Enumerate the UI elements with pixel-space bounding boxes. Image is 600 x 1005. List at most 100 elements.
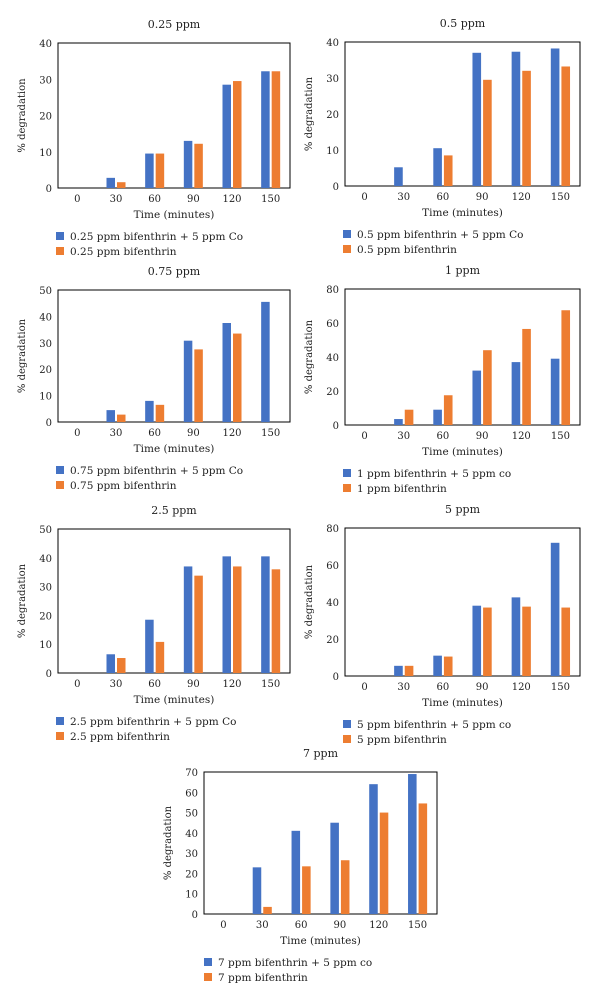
chart-panel-1: 0.25 ppm 0 10 20 30 40 % degradation 0 30 60 90 120…: [17, 18, 291, 258]
chart-panel-2: 0.5 ppm 0 10 20 30 40 % degradation 0 30 60 90 120 1…: [304, 17, 581, 256]
y-tick-label: 30: [326, 74, 339, 85]
x-tick-label: 90: [476, 682, 489, 693]
bar-co-120: [369, 784, 378, 914]
bar-co-60: [433, 655, 442, 676]
x-tick-label: 0: [361, 192, 367, 203]
y-tick-label: 10: [39, 392, 52, 403]
x-tick-label: 90: [334, 920, 347, 931]
y-tick-label: 0: [46, 184, 52, 195]
bar-co-90: [183, 566, 193, 673]
bar-plain-30: [117, 414, 126, 422]
x-tick-label: 120: [222, 679, 241, 690]
bar-plain-120: [233, 333, 242, 422]
y-tick-label: 80: [326, 285, 339, 296]
y-tick-label: 40: [326, 353, 339, 364]
y-tick-label: 0: [333, 672, 339, 683]
chart-title: 0.75 ppm: [148, 265, 201, 278]
x-tick-label: 60: [437, 682, 450, 693]
bar-plain-60: [155, 153, 165, 188]
legend-label: 2.5 ppm bifenthrin: [70, 731, 170, 743]
legend-swatch: [204, 958, 212, 966]
legend-label: 0.5 ppm bifenthrin: [357, 244, 457, 256]
y-tick-label: 50: [39, 525, 52, 536]
legend-swatch: [343, 469, 351, 477]
y-tick-label: 50: [185, 809, 198, 820]
bar-co-150: [261, 301, 270, 422]
x-tick-label: 60: [295, 920, 308, 931]
x-tick-label: 150: [551, 431, 570, 442]
legend-swatch: [56, 481, 64, 489]
bar-plain-30: [404, 665, 414, 676]
bar-co-30: [394, 665, 403, 676]
legend-swatch: [343, 230, 351, 238]
legend-label: 0.75 ppm bifenthrin + 5 ppm Co: [70, 465, 243, 477]
x-axis-label: Time (minutes): [422, 207, 503, 219]
bar-plain-150: [271, 569, 281, 673]
plot-frame: [344, 288, 581, 426]
y-tick-label: 0: [192, 910, 198, 921]
y-tick-label: 60: [326, 561, 339, 572]
bar-plain-120: [522, 70, 531, 186]
x-tick-label: 0: [74, 194, 80, 205]
x-tick-label: 120: [512, 431, 531, 442]
bar-co-30: [394, 419, 403, 425]
x-axis-label: Time (minutes): [134, 209, 215, 221]
legend-swatch: [56, 247, 64, 255]
x-axis-label: Time (minutes): [134, 694, 215, 706]
y-tick-label: 30: [39, 339, 52, 350]
bar-plain-60: [443, 155, 453, 186]
y-tick-label: 70: [185, 768, 198, 779]
x-tick-label: 30: [110, 679, 123, 690]
bar-plain-90: [194, 349, 203, 422]
plot-frame: [57, 528, 291, 674]
legend-label: 0.25 ppm bifenthrin: [70, 246, 177, 258]
bar-co-120: [511, 51, 521, 186]
x-tick-label: 0: [361, 431, 367, 442]
x-axis-label: Time (minutes): [134, 443, 215, 455]
y-tick-label: 40: [326, 38, 339, 49]
x-tick-label: 90: [187, 194, 200, 205]
bar-co-60: [433, 148, 442, 186]
bar-plain-30: [117, 182, 126, 188]
bar-co-90: [330, 822, 339, 914]
bar-co-30: [252, 867, 262, 914]
bar-plain-60: [155, 641, 165, 673]
bar-plain-120: [379, 812, 389, 914]
y-tick-label: 0: [333, 182, 339, 193]
bar-plain-90: [194, 143, 203, 188]
x-axis-label: Time (minutes): [422, 446, 503, 458]
bar-co-30: [106, 654, 115, 673]
y-tick-label: 20: [39, 611, 52, 622]
x-tick-label: 120: [369, 920, 388, 931]
legend-swatch: [56, 466, 64, 474]
chart-panel-7: 7 ppm 0 10 20 30 40 50 60 70 % degradation 0 30 60 90…: [163, 747, 438, 984]
y-axis-label: % degradation: [17, 563, 28, 638]
x-tick-label: 0: [220, 920, 226, 931]
bar-co-30: [106, 410, 115, 422]
chart-panel-5: 2.5 ppm 0 10 20 30 40 50 % degradation 0 30 60 90 12…: [17, 504, 291, 743]
legend-swatch: [56, 732, 64, 740]
x-tick-label: 150: [261, 428, 280, 439]
bar-plain-90: [340, 860, 350, 914]
legend-swatch: [56, 232, 64, 240]
chart-panel-6: 5 ppm 0 20 40 60 80 % degradation 0 30 60 90 120 150…: [304, 503, 581, 746]
bar-co-60: [433, 409, 442, 425]
y-tick-label: 10: [39, 148, 52, 159]
y-tick-label: 10: [39, 640, 52, 651]
y-tick-label: 30: [39, 75, 52, 86]
bar-co-90: [183, 140, 193, 188]
legend-label: 5 ppm bifenthrin + 5 ppm co: [357, 719, 511, 731]
legend-label: 1 ppm bifenthrin + 5 ppm co: [357, 468, 511, 480]
y-tick-label: 80: [326, 524, 339, 535]
bar-plain-150: [418, 803, 428, 914]
legend-swatch: [343, 484, 351, 492]
y-tick-label: 40: [185, 829, 198, 840]
x-tick-label: 30: [256, 920, 269, 931]
bar-co-30: [394, 167, 403, 186]
x-axis-label: Time (minutes): [422, 697, 503, 709]
y-axis-label: % degradation: [163, 805, 174, 880]
x-tick-label: 120: [222, 428, 241, 439]
chart-title: 2.5 ppm: [151, 504, 197, 517]
bar-co-30: [106, 177, 115, 188]
